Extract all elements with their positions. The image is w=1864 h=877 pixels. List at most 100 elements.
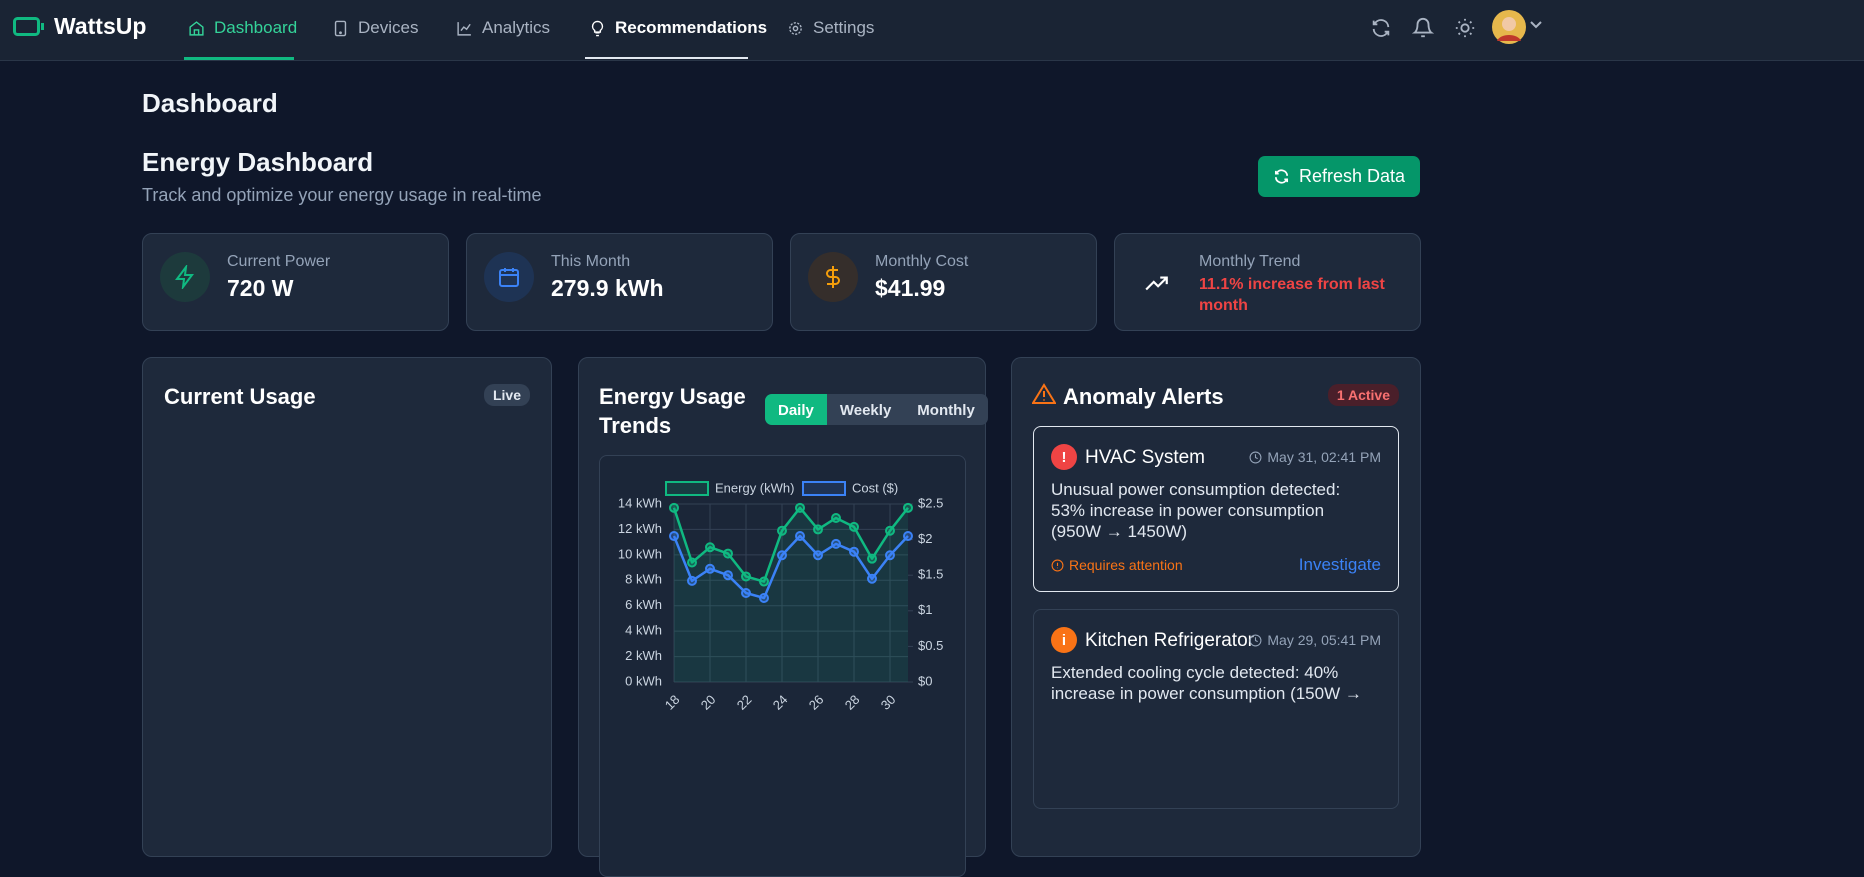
alert-message: Unusual power consumption detected: 53% … bbox=[1051, 480, 1341, 541]
stat-label: Monthly Cost bbox=[875, 253, 969, 270]
legend-label: Energy (kWh) bbox=[715, 480, 794, 495]
stat-card: This Month 279.9 kWh bbox=[466, 233, 773, 331]
button-label: Refresh Data bbox=[1298, 166, 1406, 186]
data-point bbox=[723, 570, 733, 581]
data-point bbox=[849, 546, 859, 557]
alert-item[interactable]: ! HVAC System May 31, 02:41 PM Unusual p… bbox=[1033, 426, 1399, 592]
data-point bbox=[831, 512, 841, 523]
stat-label: Current Power bbox=[227, 253, 331, 270]
y-tick-label: 14 kWh bbox=[618, 495, 662, 510]
x-tick-label: 24 bbox=[770, 692, 791, 713]
notifications-button[interactable] bbox=[1412, 17, 1434, 39]
tab-daily[interactable]: Daily bbox=[765, 394, 827, 425]
stat-card: Monthly Trend 11.1% increase from last m… bbox=[1114, 233, 1421, 331]
brand[interactable]: WattsUp bbox=[54, 13, 147, 39]
refresh-button[interactable]: Refresh Data bbox=[1258, 156, 1420, 197]
nav-settings[interactable]: Settings bbox=[787, 18, 874, 38]
nav-label: Settings bbox=[813, 18, 875, 37]
y2-tick-label: $1.5 bbox=[918, 567, 943, 582]
stat-value: 279.9 kWh bbox=[551, 275, 664, 301]
alert-icon: ! bbox=[1051, 444, 1077, 470]
current-usage-card: Current Usage Live bbox=[142, 357, 552, 857]
logo-icon bbox=[13, 17, 44, 36]
stat-value: 720 W bbox=[227, 275, 294, 301]
time-text: May 31, 02:41 PM bbox=[1267, 449, 1381, 465]
stat-icon bbox=[484, 252, 534, 302]
data-point bbox=[723, 548, 733, 559]
data-point bbox=[831, 538, 841, 549]
nav-label: Recommendations bbox=[615, 18, 768, 37]
data-point bbox=[705, 542, 715, 553]
data-point bbox=[795, 531, 805, 542]
hover-underline bbox=[585, 57, 748, 59]
alerts-card: Anomaly Alerts 1 Active ! HVAC System Ma… bbox=[1011, 357, 1421, 857]
tab-weekly[interactable]: Weekly bbox=[839, 402, 892, 419]
x-tick-label: 20 bbox=[698, 692, 719, 713]
legend-swatch bbox=[665, 481, 709, 496]
alert-item[interactable]: i Kitchen Refrigerator May 29, 05:41 PM … bbox=[1033, 609, 1399, 809]
tab-monthly[interactable]: Monthly bbox=[917, 402, 975, 419]
data-point bbox=[903, 531, 913, 542]
y2-tick-label: $2 bbox=[918, 531, 932, 546]
nav-label: Dashboard bbox=[214, 18, 298, 37]
nav-dashboard[interactable]: Dashboard bbox=[188, 18, 297, 38]
nav-devices[interactable]: Devices bbox=[332, 18, 418, 38]
y2-tick-label: $0.5 bbox=[918, 638, 943, 653]
warning-icon bbox=[1032, 383, 1056, 404]
data-point bbox=[705, 563, 715, 574]
x-tick-label: 28 bbox=[842, 692, 863, 713]
y-tick-label: 6 kWh bbox=[625, 597, 662, 612]
subtitle: Track and optimize your energy usage in … bbox=[142, 185, 542, 205]
active-badge: 1 Active bbox=[1327, 384, 1399, 406]
data-point bbox=[867, 573, 877, 584]
stat-label: Monthly Trend bbox=[1199, 253, 1301, 270]
data-point bbox=[741, 571, 751, 582]
stat-label: This Month bbox=[551, 253, 631, 270]
y-tick-label: 10 kWh bbox=[618, 546, 662, 561]
section-heading: Energy Dashboard bbox=[142, 147, 374, 177]
theme-toggle[interactable] bbox=[1454, 17, 1476, 39]
data-point bbox=[741, 588, 751, 598]
energy-chart: 0 kWh 2 kWh 4 kWh 6 kWh 8 kWh 10 kWh 12 kWh 14 … bbox=[618, 480, 943, 713]
data-point bbox=[687, 557, 697, 568]
stat-card: Current Power 720 W bbox=[142, 233, 449, 331]
investigate-link[interactable]: Investigate bbox=[1298, 555, 1381, 574]
period-tabs: Daily Weekly Monthly bbox=[765, 394, 988, 425]
x-tick-label: 26 bbox=[806, 692, 827, 713]
data-point bbox=[867, 553, 877, 564]
live-badge: Live bbox=[483, 384, 530, 406]
active-underline bbox=[184, 57, 294, 60]
data-point bbox=[777, 550, 787, 561]
y2-tick-label: $0 bbox=[918, 673, 932, 688]
avatar-menu[interactable] bbox=[1491, 9, 1551, 45]
alert-time: May 31, 02:41 PM bbox=[1249, 449, 1381, 465]
nav-analytics[interactable]: Analytics bbox=[456, 18, 550, 38]
stat-card: Monthly Cost $41.99 bbox=[790, 233, 1097, 331]
time-text: May 29, 05:41 PM bbox=[1267, 632, 1381, 648]
nav-label: Devices bbox=[358, 18, 419, 37]
alert-icon: i bbox=[1051, 627, 1077, 653]
data-point bbox=[813, 550, 823, 561]
stat-value: $41.99 bbox=[875, 275, 946, 301]
y-tick-label: 2 kWh bbox=[625, 648, 662, 663]
plot-background bbox=[674, 504, 908, 682]
x-tick-label: 18 bbox=[662, 692, 683, 713]
y-tick-label: 8 kWh bbox=[625, 572, 662, 587]
alert-device: Kitchen Refrigerator bbox=[1085, 630, 1254, 651]
y-tick-label: 0 kWh bbox=[625, 673, 662, 688]
navbar: WattsUp Dashboard Devices Analytics Reco… bbox=[0, 0, 1864, 61]
data-point bbox=[687, 575, 697, 586]
data-point bbox=[885, 525, 895, 536]
y-tick-label: 4 kWh bbox=[625, 623, 662, 638]
status-text: Requires attention bbox=[1069, 557, 1183, 573]
legend-label: Cost ($) bbox=[852, 480, 898, 495]
data-point bbox=[759, 592, 769, 603]
data-point bbox=[759, 576, 769, 587]
sync-button[interactable] bbox=[1370, 17, 1392, 39]
nav-recommendations[interactable]: Recommendations bbox=[589, 18, 767, 38]
data-point bbox=[795, 502, 805, 513]
data-point bbox=[849, 521, 859, 532]
alert-status: Requires attention bbox=[1051, 557, 1183, 573]
data-point bbox=[903, 502, 913, 513]
